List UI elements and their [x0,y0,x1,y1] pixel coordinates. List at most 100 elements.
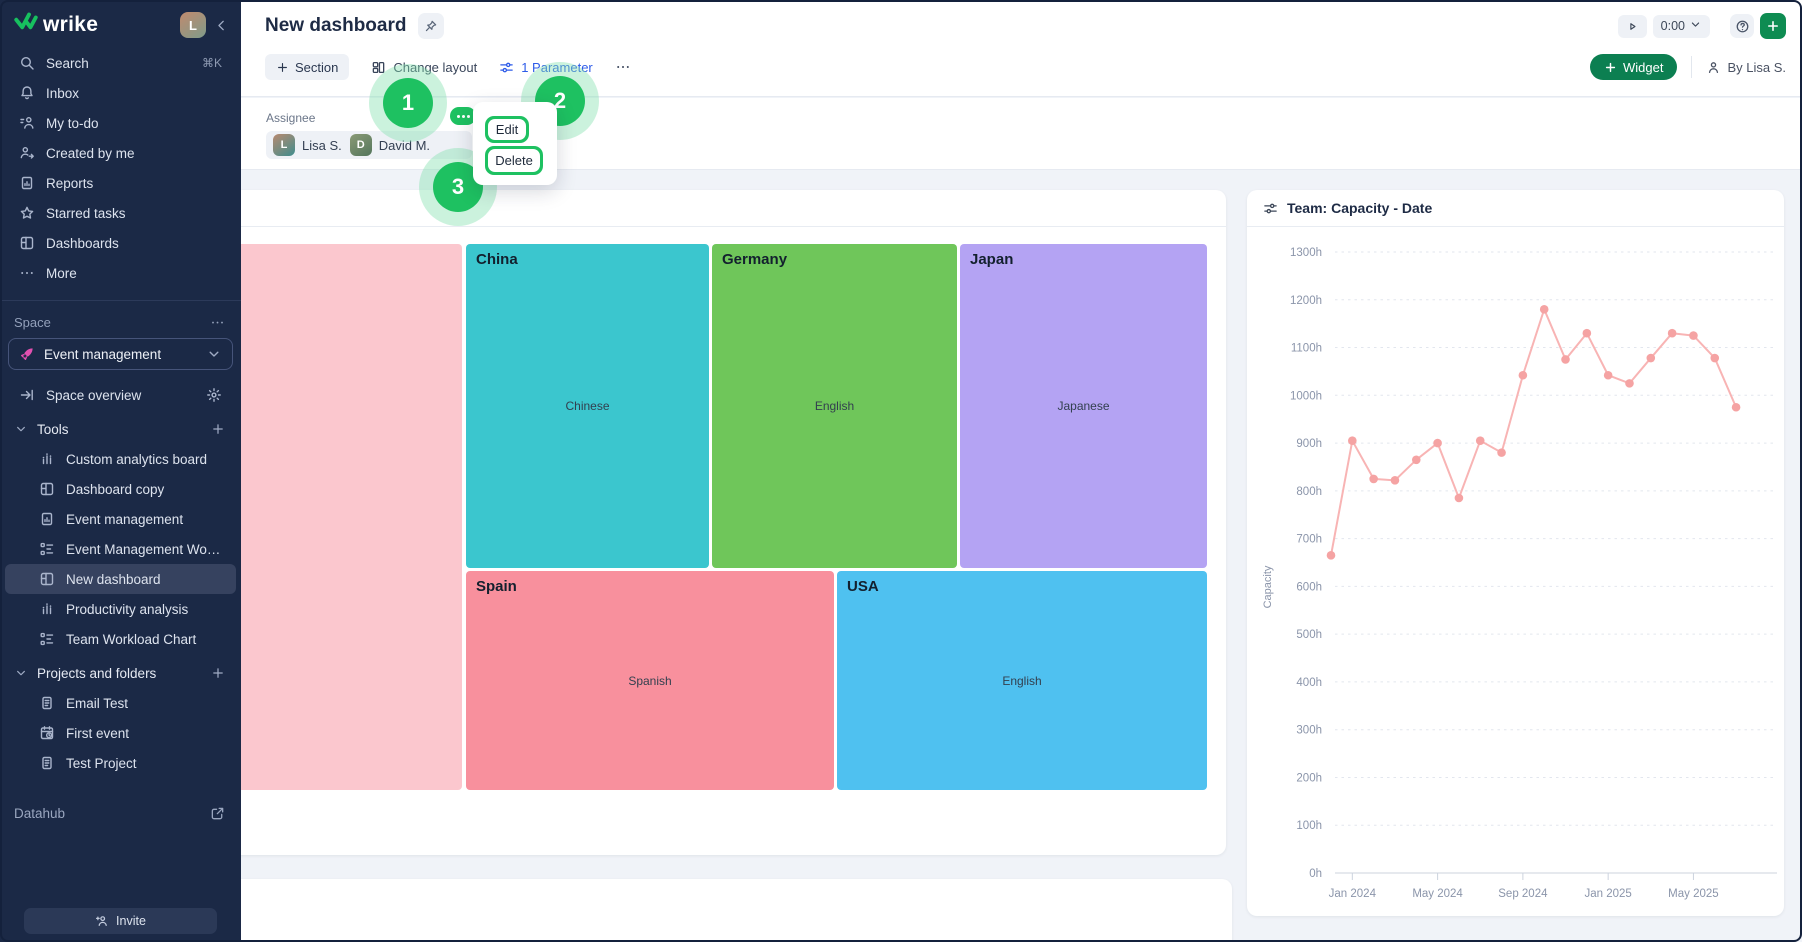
svg-text:1000h: 1000h [1290,390,1322,402]
space-selector[interactable]: Event management [8,338,233,370]
add-widget-button[interactable]: Widget [1590,54,1678,80]
invite-button[interactable]: Invite [24,908,217,934]
widget-more-button[interactable] [450,107,476,125]
add-tool-icon[interactable] [211,422,225,436]
sidebar-item-team-workload-chart[interactable]: Team Workload Chart [5,624,236,654]
sidebar-item-productivity-analysis[interactable]: Productivity analysis [5,594,236,624]
layout-icon [371,60,386,75]
assignee-filter-label: Assignee [266,111,316,125]
sidebar-item-search[interactable]: Search ⌘K [5,48,236,78]
sidebar-item-label: Inbox [46,85,80,101]
sidebar-item-new-dashboard[interactable]: New dashboard [5,564,236,594]
workflow-icon [39,541,55,557]
sidebar-item-test-project[interactable]: Test Project [5,748,236,778]
user-avatar[interactable]: L [180,12,206,38]
timer-display[interactable]: 0:00 [1652,14,1710,38]
sidebar-item-label: New dashboard [66,571,161,587]
svg-text:May 2024: May 2024 [1412,888,1463,900]
tile-country-label: USA [847,578,879,595]
projects-section-toggle[interactable]: Projects and folders [0,658,241,688]
page-title: New dashboard [265,15,407,36]
sidebar-item-dashboard-copy[interactable]: Dashboard copy [5,474,236,504]
sidebar-item-datahub[interactable]: Datahub [0,806,241,821]
sliders-icon [1263,201,1278,216]
sidebar-item-label: Event Management Work... [66,541,222,557]
tile-country-label: Spain [476,578,517,595]
svg-text:600h: 600h [1296,581,1322,593]
treemap-tile-usa[interactable]: USA English [837,571,1207,790]
collapse-sidebar-icon[interactable] [214,18,229,33]
sidebar-item-label: More [46,265,77,281]
wrike-logo[interactable]: wrike [14,10,98,40]
tile-language-label: English [814,399,855,413]
toolbar-more-button[interactable] [615,59,631,75]
play-timer-button[interactable] [1617,14,1647,38]
svg-text:400h: 400h [1296,677,1322,689]
tile-language-label: Spanish [628,673,672,688]
context-menu: Edit Delete [473,102,557,185]
sidebar-item-dashboards[interactable]: Dashboards [5,228,236,258]
global-add-button[interactable] [1760,13,1786,39]
star-icon [19,205,35,221]
sidebar-item-more[interactable]: More [5,258,236,288]
space-overview-icon [19,387,35,403]
calendar-icon [39,725,55,741]
svg-text:1100h: 1100h [1291,343,1322,355]
sidebar-item-reports[interactable]: Reports [5,168,236,198]
sidebar-top: wrike L [0,0,241,48]
sidebar-item-space-overview[interactable]: Space overview [5,380,236,410]
owner-filter[interactable]: By Lisa S. [1706,60,1786,75]
menu-item-edit[interactable]: Edit [485,116,529,143]
sidebar-item-event-management-work[interactable]: Event Management Work... [5,534,236,564]
tile-language-label: English [1002,673,1042,688]
sidebar-item-custom-analytics-board[interactable]: Custom analytics board [5,444,236,474]
sidebar-item-label: Dashboards [46,235,119,251]
change-layout-button[interactable]: Change layout [371,60,477,75]
add-project-icon[interactable] [211,666,225,680]
menu-item-delete[interactable]: Delete [485,146,543,175]
person-icon [1706,60,1721,75]
sidebar-item-my-to-do[interactable]: My to-do [5,108,236,138]
help-button[interactable] [1730,14,1754,38]
dashboard-content: China Chinese Germany English Japan Japanese S… [241,170,1802,942]
pin-button[interactable] [418,13,445,39]
treemap-tile[interactable] [241,244,462,790]
wrike-logo-text: wrike [43,13,99,36]
main-area: New dashboard 0:00 Section [241,0,1802,942]
sidebar-item-label: Test Project [66,755,137,771]
treemap-tile-spain[interactable]: Spain Spanish [466,571,834,790]
sidebar-item-event-management[interactable]: Event management [5,504,236,534]
space-name: Event management [44,346,162,362]
assignee-user[interactable]: L Lisa S. [273,134,342,156]
treemap-tile-china[interactable]: China Chinese [466,244,709,568]
gear-icon[interactable] [206,387,222,403]
parameter-button[interactable]: 1 Parameter [499,60,593,75]
person-arrow-icon [19,145,35,161]
svg-text:0h: 0h [1309,868,1322,880]
capacity-widget-card: Team: Capacity - Date 0h 100h 200h 300h 400h… [1247,190,1784,916]
tools-section-toggle[interactable]: Tools [0,414,241,444]
bell-icon [19,85,35,101]
assignee-user[interactable]: D David M. [349,134,430,156]
add-section-button[interactable]: Section [265,54,350,80]
rocket-icon [19,346,35,362]
report-icon [19,175,35,191]
plus-icon [276,61,289,74]
assignee-filter-pill[interactable]: L Lisa S. D David M. [266,131,472,159]
svg-text:100h: 100h [1296,820,1322,832]
sidebar-item-created-by-me[interactable]: Created by me [5,138,236,168]
treemap-tile-germany[interactable]: Germany English [712,244,957,568]
wrike-check-icon [14,10,38,40]
capacity-line-chart: 0h 100h 200h 300h 400h 500h 600h 700h 800h 900h 10… [1247,227,1784,921]
sidebar-item-inbox[interactable]: Inbox [5,78,236,108]
topbar: New dashboard 0:00 Section [241,0,1802,97]
sidebar-item-starred-tasks[interactable]: Starred tasks [5,198,236,228]
chevron-down-icon [14,422,28,436]
sidebar-item-label: Team Workload Chart [66,631,197,647]
treemap-tile-japan[interactable]: Japan Japanese [960,244,1207,568]
sidebar-item-first-event[interactable]: First event [5,718,236,748]
sidebar-item-email-test[interactable]: Email Test [5,688,236,718]
sidebar-item-label: Event management [66,511,184,527]
sidebar-item-label: My to-do [46,115,99,131]
space-more-icon[interactable] [210,315,225,330]
